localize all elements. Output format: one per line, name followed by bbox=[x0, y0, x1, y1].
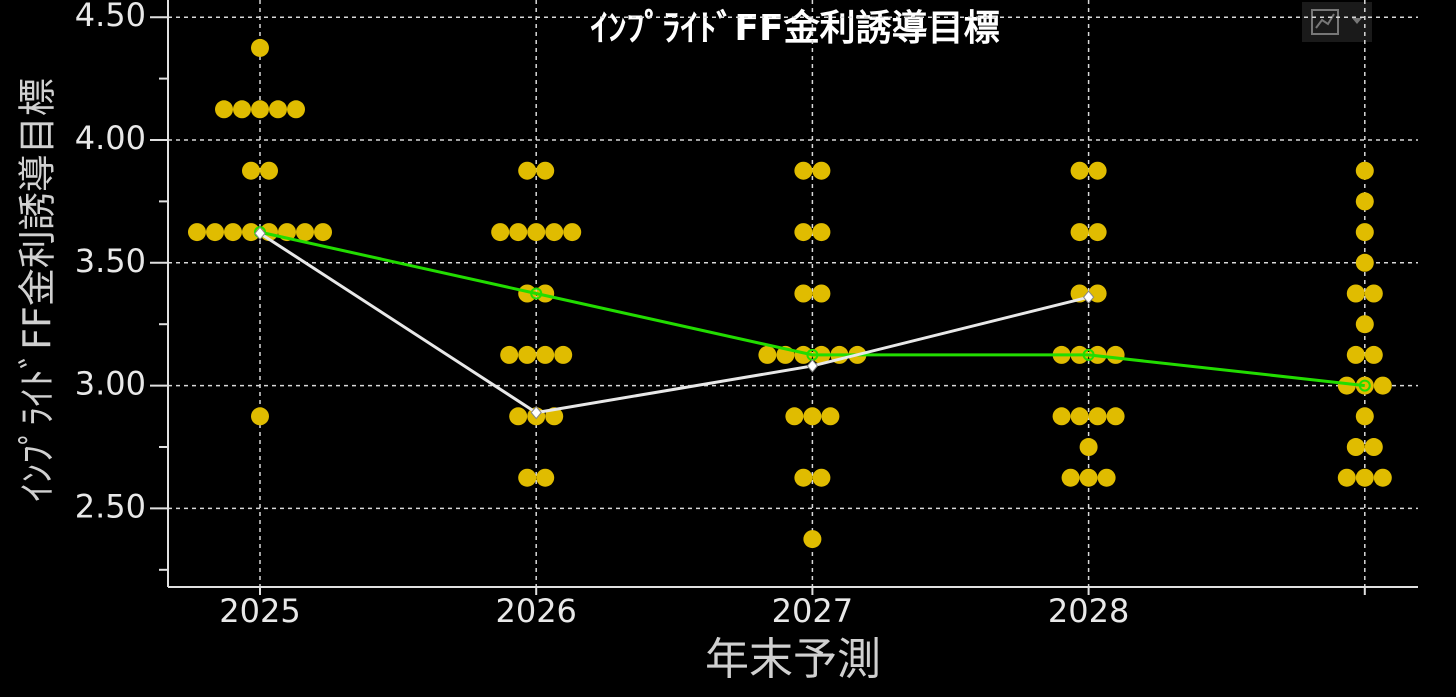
dot bbox=[269, 100, 287, 119]
menu-icon-line bbox=[1315, 13, 1335, 29]
dot bbox=[803, 407, 822, 426]
y-axis-label: ｲﾝﾌﾟﾗｲﾄﾞFF金利誘導目標 bbox=[16, 78, 60, 502]
dot bbox=[527, 223, 546, 242]
dot bbox=[233, 100, 251, 119]
dot bbox=[1088, 161, 1107, 180]
dot bbox=[1355, 192, 1374, 211]
dot bbox=[314, 223, 332, 242]
dot bbox=[1364, 284, 1383, 303]
line-marker bbox=[530, 405, 542, 420]
dot bbox=[545, 223, 564, 242]
dot bbox=[794, 468, 813, 487]
y-tick-label: 4.50 bbox=[75, 0, 146, 34]
dot bbox=[536, 468, 555, 487]
dot bbox=[536, 161, 555, 180]
line-marker bbox=[1082, 348, 1095, 361]
dot bbox=[1097, 468, 1116, 487]
dot bbox=[812, 161, 831, 180]
chart-title: ｲﾝﾌﾟﾗｲﾄﾞFF金利誘導目標 bbox=[590, 7, 999, 49]
dot bbox=[242, 223, 260, 242]
dot bbox=[1364, 345, 1383, 364]
x-tick-label: 2028 bbox=[1048, 592, 1129, 630]
line-marker bbox=[530, 287, 543, 300]
dot bbox=[509, 223, 528, 242]
dot bbox=[509, 407, 528, 426]
dot bbox=[215, 100, 233, 119]
dot bbox=[251, 407, 269, 426]
dot bbox=[1346, 438, 1365, 457]
x-tick-label: 2026 bbox=[495, 592, 576, 630]
dot bbox=[812, 284, 831, 303]
line-marker bbox=[806, 359, 819, 373]
y-tick-label: 4.00 bbox=[75, 119, 146, 157]
dot bbox=[1346, 345, 1365, 364]
dot bbox=[812, 223, 831, 242]
dot bbox=[1355, 468, 1374, 487]
dot bbox=[1070, 161, 1089, 180]
dot bbox=[1070, 407, 1089, 426]
y-tick-label: 3.50 bbox=[75, 242, 146, 280]
dot bbox=[518, 345, 537, 364]
y-tick-label: 3.00 bbox=[75, 365, 146, 403]
dot bbox=[785, 407, 804, 426]
dot bbox=[1337, 468, 1356, 487]
dot bbox=[260, 161, 278, 180]
x-axis-label: 年末予測 bbox=[705, 634, 881, 685]
dot bbox=[1106, 407, 1125, 426]
dot bbox=[491, 223, 510, 242]
menu-icon-frame bbox=[1311, 9, 1339, 35]
x-tick-label: 2025 bbox=[219, 592, 300, 630]
y-tick-label: 2.50 bbox=[75, 487, 146, 525]
dot bbox=[1373, 376, 1392, 395]
line-marker bbox=[1358, 379, 1371, 392]
dot bbox=[224, 223, 242, 242]
dot bbox=[1355, 407, 1374, 426]
dot bbox=[794, 223, 813, 242]
dot bbox=[1355, 161, 1374, 180]
dot bbox=[287, 100, 305, 119]
dot bbox=[1346, 284, 1365, 303]
line-marker bbox=[1082, 290, 1095, 304]
dot bbox=[1337, 376, 1356, 395]
dot bbox=[1364, 438, 1383, 457]
dot bbox=[1106, 345, 1125, 364]
dot bbox=[554, 345, 573, 364]
x-tick-label: 2027 bbox=[772, 592, 853, 630]
dot bbox=[1355, 253, 1374, 272]
dot bbox=[296, 223, 314, 242]
dot bbox=[803, 530, 822, 549]
dot bbox=[821, 407, 840, 426]
dot bbox=[251, 100, 269, 119]
line-marker bbox=[254, 226, 266, 241]
dot bbox=[1088, 223, 1107, 242]
dot bbox=[1079, 468, 1098, 487]
dot bbox=[758, 345, 777, 364]
dot bbox=[206, 223, 224, 242]
dot bbox=[1088, 407, 1107, 426]
dot bbox=[1061, 468, 1080, 487]
dot bbox=[794, 284, 813, 303]
dot bbox=[794, 161, 813, 180]
median-line bbox=[259, 230, 1365, 388]
dot bbox=[518, 161, 537, 180]
dot bbox=[536, 345, 555, 364]
median-line bbox=[259, 232, 1089, 415]
dot bbox=[188, 223, 206, 242]
dot bbox=[500, 345, 519, 364]
dot bbox=[563, 223, 582, 242]
dot bbox=[1355, 223, 1374, 242]
chart-menu-icon[interactable] bbox=[1302, 2, 1372, 42]
dot bbox=[1373, 468, 1392, 487]
dot bbox=[1079, 438, 1098, 457]
dot bbox=[1355, 315, 1374, 334]
dot bbox=[518, 468, 537, 487]
dot bbox=[1070, 223, 1089, 242]
dot bbox=[251, 38, 269, 57]
dot bbox=[242, 161, 260, 180]
dot bbox=[812, 468, 831, 487]
dot bbox=[1052, 407, 1071, 426]
menu-icon-arrow bbox=[1352, 18, 1362, 24]
